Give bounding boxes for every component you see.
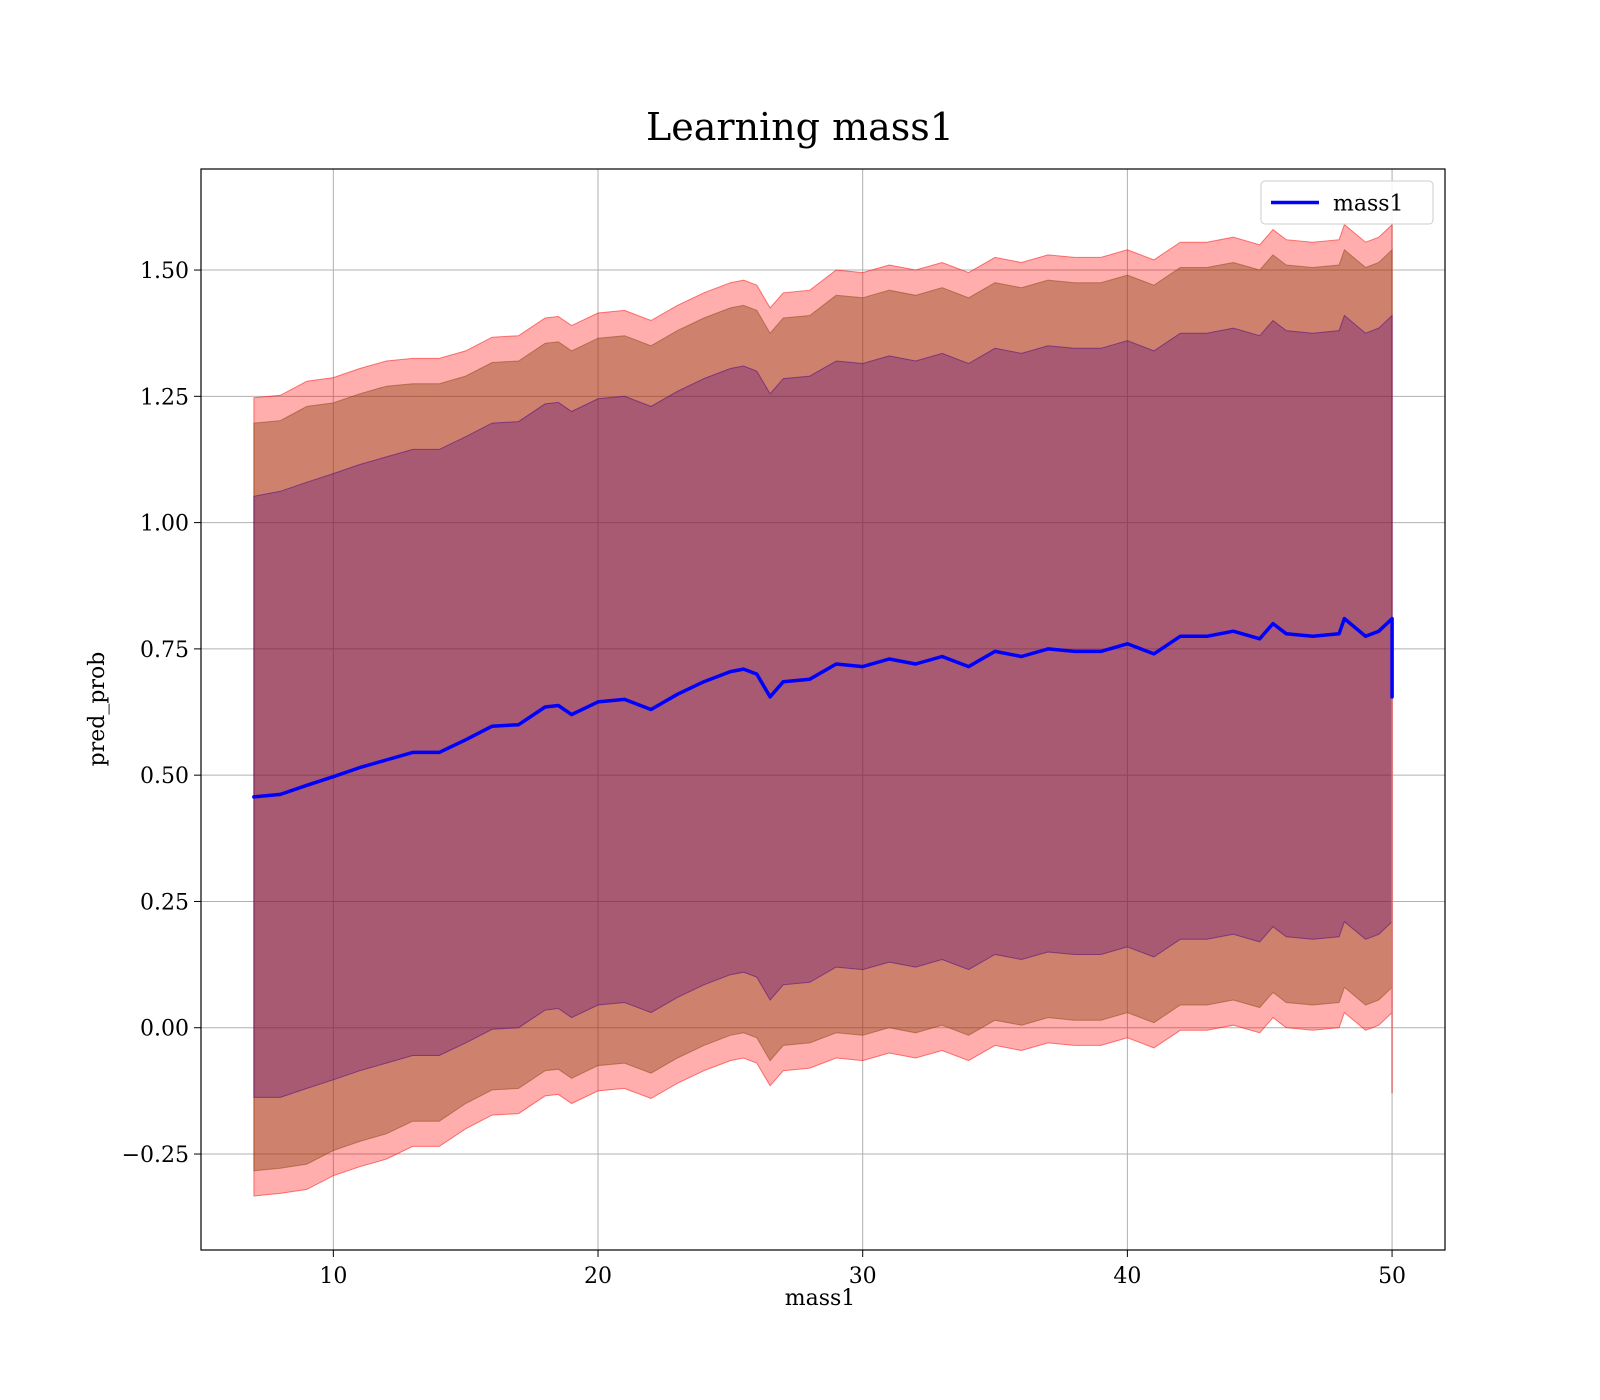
plot-area: 10 20 30 40 50 −0.25 0.00 0.25 0.50 0.75 1.00 1.25 1… — [122, 168, 1446, 1289]
x-tick-label: 10 — [319, 1264, 347, 1289]
y-tick-label: −0.25 — [122, 1143, 189, 1168]
chart-title: Learning mass1 — [646, 105, 954, 149]
y-tick-label: 0.50 — [140, 764, 189, 789]
x-axis-label: mass1 — [785, 1286, 856, 1311]
x-tick-label: 30 — [849, 1264, 877, 1289]
x-tick-label: 20 — [584, 1264, 612, 1289]
legend-label-mass1: mass1 — [1333, 192, 1404, 217]
y-tick-label: 0.25 — [140, 890, 189, 915]
x-tick-label: 40 — [1113, 1264, 1141, 1289]
y-tick-label: 0.00 — [140, 1017, 189, 1042]
y-tick-label: 1.50 — [140, 259, 189, 284]
y-tick-label: 0.75 — [140, 638, 189, 663]
x-tick-label: 50 — [1378, 1264, 1406, 1289]
legend-box — [1260, 180, 1434, 225]
series-line-mass1 — [252, 616, 1394, 799]
y-tick-label: 1.00 — [140, 512, 189, 537]
axes-frame — [200, 168, 1446, 1251]
y-axis-label: pred_prob — [85, 652, 110, 767]
y-tick-label: 1.25 — [140, 385, 189, 410]
